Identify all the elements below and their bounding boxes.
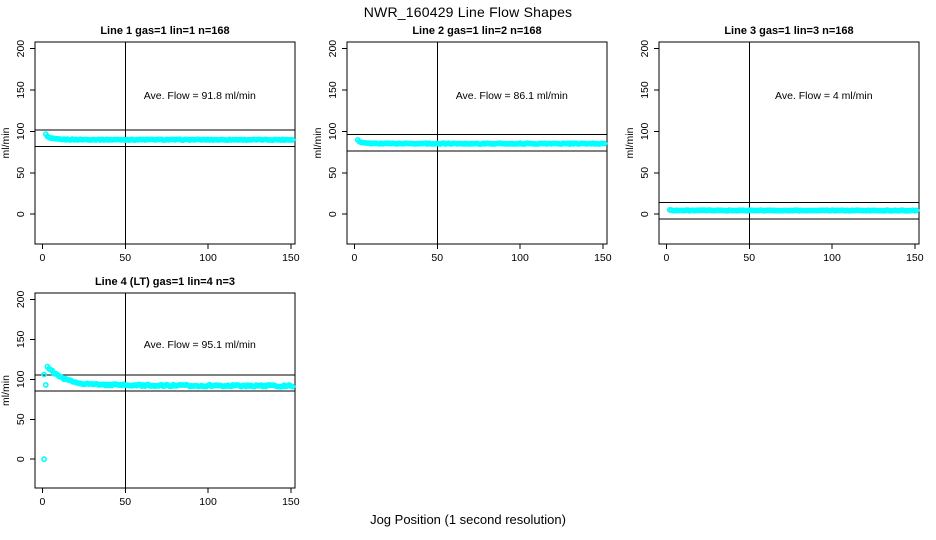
y-axis-label: ml/min [312,127,324,158]
panel-line-1: Line 1 gas=1 lin=1 n=168 0 50 100 150 200 ml/m… [0,25,300,264]
y-tick-label: 0 [327,211,339,217]
y-tick-label: 150 [15,330,27,348]
y-tick-label: 0 [15,456,27,462]
data-points [354,136,608,147]
x-tick-label: 0 [40,252,46,264]
x-tick-label: 150 [594,252,612,264]
y-tick-label: 100 [15,122,27,140]
y-tick-label: 0 [15,211,27,217]
data-points [41,363,296,463]
avg-flow-annotation: Ave. Flow = 4 ml/min [775,90,873,102]
panel-line-2: Line 2 gas=1 lin=2 n=168 0 50 100 150 200 ml/m… [312,25,612,264]
x-tick-label: 0 [352,252,358,264]
x-tick-label: 150 [906,252,924,264]
x-tick-label: 100 [199,496,217,508]
x-tick-label: 50 [119,496,131,508]
panel-line-3: Line 3 gas=1 lin=3 n=168 0 50 100 150 200 ml/m… [624,25,924,264]
x-tick-label: 100 [511,252,529,264]
x-tick-label: 0 [664,252,670,264]
plot-box [34,292,296,489]
y-tick-label: 50 [639,167,651,179]
y-tick-label: 100 [639,122,651,140]
panel-line-4: Line 4 (LT) gas=1 lin=4 n=3 0 50 100 150 200 m… [0,276,300,508]
outlier-point [42,381,49,388]
panel-title: Line 4 (LT) gas=1 lin=4 n=3 [95,276,235,288]
y-axis-label: ml/min [0,375,12,406]
main-title: NWR_160429 Line Flow Shapes [363,4,573,20]
x-tick-label: 50 [119,252,131,264]
x-tick-label: 50 [431,252,443,264]
y-tick-label: 100 [15,370,27,388]
y-tick-label: 150 [327,81,339,99]
y-axis-label: ml/min [0,127,12,158]
y-tick-label: 50 [15,167,27,179]
plot-box [658,41,920,245]
y-tick-label: 200 [15,40,27,58]
avg-flow-annotation: Ave. Flow = 86.1 ml/min [456,90,568,102]
y-tick-label: 200 [639,40,651,58]
avg-flow-annotation: Ave. Flow = 91.8 ml/min [144,90,256,102]
data-points [42,131,296,144]
panel-title: Line 1 gas=1 lin=1 n=168 [100,25,229,37]
plot-box [34,41,296,245]
x-axis-global-label: Jog Position (1 second resolution) [370,512,566,527]
outlier-point [41,371,47,378]
y-tick-label: 150 [15,81,27,99]
avg-flow-annotation: Ave. Flow = 95.1 ml/min [144,339,256,351]
x-tick-label: 150 [282,252,300,264]
x-tick-label: 150 [282,496,300,508]
y-axis-label: ml/min [624,127,636,158]
y-tick-label: 200 [15,290,27,308]
panel-title: Line 2 gas=1 lin=2 n=168 [412,25,541,37]
panel-title: Line 3 gas=1 lin=3 n=168 [724,25,853,37]
y-tick-label: 50 [15,413,27,425]
y-tick-label: 0 [639,211,651,217]
y-tick-label: 100 [327,122,339,140]
x-tick-label: 50 [743,252,755,264]
data-points [666,206,920,214]
x-tick-label: 100 [823,252,841,264]
x-tick-label: 100 [199,252,217,264]
y-tick-label: 200 [327,40,339,58]
y-tick-label: 50 [327,167,339,179]
x-tick-label: 0 [40,496,46,508]
y-tick-label: 150 [639,81,651,99]
outlier-point [41,456,47,463]
